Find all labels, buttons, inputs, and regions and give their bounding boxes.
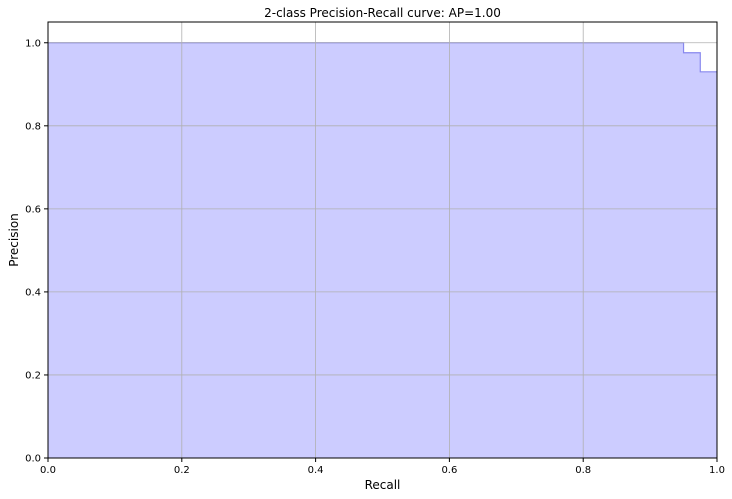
y-tick-label: 0.8	[25, 121, 41, 132]
x-tick-label: 0.2	[174, 465, 190, 476]
y-tick-label: 0.4	[25, 287, 41, 298]
y-tick-label: 0.6	[25, 204, 41, 215]
y-tick-label: 0.0	[25, 454, 41, 465]
chart-title: 2-class Precision-Recall curve: AP=1.00	[264, 6, 501, 20]
y-tick-label: 0.2	[25, 370, 41, 381]
pr-area-fill	[48, 42, 717, 458]
x-tick-label: 0.0	[40, 465, 56, 476]
y-axis-label: Precision	[7, 213, 21, 267]
x-tick-label: 1.0	[709, 465, 725, 476]
axes-frame	[47, 21, 718, 459]
ticks: 0.0 0.2 0.4 0.6 0.8 1.0 0.0 0.2 0.4 0.6 0.8 1.0	[25, 38, 725, 476]
x-tick-label: 0.4	[308, 465, 324, 476]
x-axis-label: Recall	[365, 478, 401, 492]
plot-area	[48, 42, 717, 458]
x-tick-label: 0.8	[575, 465, 591, 476]
x-tick-label: 0.6	[441, 465, 457, 476]
y-tick-label: 1.0	[25, 38, 41, 49]
